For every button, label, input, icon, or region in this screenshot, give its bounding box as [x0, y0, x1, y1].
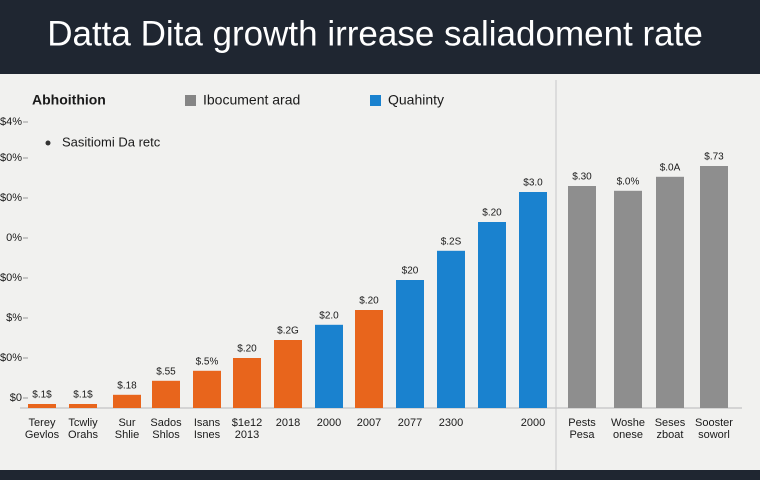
- title-bar: [0, 0, 760, 74]
- value-label: $3.0: [523, 178, 543, 189]
- value-label: $.73: [704, 152, 724, 163]
- y-tick-label: $0%: [0, 352, 22, 364]
- x-tick-label: $1e12 2013: [232, 417, 263, 441]
- x-tick-label: 2077: [398, 417, 422, 429]
- y-tick-label: $0: [10, 392, 22, 404]
- legend-swatch: [370, 95, 381, 106]
- value-label: $.1$: [73, 390, 93, 401]
- bar: [113, 394, 141, 408]
- value-label: $2.0: [319, 310, 339, 321]
- x-tick-label: 2000: [521, 417, 545, 429]
- x-tick-label: 2000: [317, 417, 341, 429]
- bar: [355, 310, 383, 408]
- legend-swatch: [185, 95, 196, 106]
- x-tick-label: Pests Pesa: [568, 417, 596, 441]
- x-tick-label: Tcwliy Orahs: [68, 417, 98, 441]
- bar: [478, 222, 506, 408]
- footer-bar: [0, 470, 760, 480]
- x-tick-label: Seses zboat: [655, 417, 686, 441]
- value-label: $.18: [117, 380, 137, 391]
- bar: [519, 192, 547, 408]
- value-label: $.2G: [277, 326, 299, 337]
- bar: [193, 370, 221, 408]
- legend-label: Quahinty: [388, 92, 444, 108]
- value-label: $.2S: [441, 236, 462, 247]
- value-label: $.0A: [660, 162, 681, 173]
- value-label: $20: [402, 266, 419, 277]
- annotation-bullet: [45, 140, 51, 146]
- x-tick-label: Isans Isnes: [194, 417, 221, 441]
- bar: [274, 340, 302, 408]
- bar: [28, 404, 56, 408]
- bar: [700, 166, 728, 408]
- legend-label: Abhoithion: [32, 92, 106, 108]
- x-tick-label: Woshe onese: [611, 417, 645, 441]
- y-tick-label: $%: [6, 312, 22, 324]
- bar: [656, 176, 684, 408]
- x-tick-label: 2018: [276, 417, 300, 429]
- value-label: $.5%: [196, 356, 219, 367]
- bar: [437, 250, 465, 408]
- legend-label: Ibocument arad: [203, 92, 300, 108]
- bar: [614, 190, 642, 408]
- y-tick-label: $0%: [0, 192, 22, 204]
- chart-title: Datta Dita growth irrease saliadoment ra…: [47, 14, 703, 53]
- value-label: $.20: [359, 296, 379, 307]
- value-label: $.0%: [617, 176, 640, 187]
- x-tick-label: Terey Gevlos: [25, 417, 60, 441]
- y-tick-label: $0%: [0, 152, 22, 164]
- y-tick-label: 0%: [6, 232, 22, 244]
- bar: [396, 280, 424, 408]
- x-tick-label: Sur Shlie: [115, 417, 139, 441]
- x-tick-label: 2007: [357, 417, 381, 429]
- x-tick-label: 2300: [439, 417, 463, 429]
- bar: [315, 324, 343, 408]
- value-label: $.20: [482, 208, 502, 219]
- x-tick-label: Sooster soworl: [695, 417, 733, 441]
- value-label: $.1$: [32, 390, 52, 401]
- bar: [152, 380, 180, 408]
- value-label: $.20: [237, 344, 257, 355]
- bar: [568, 186, 596, 408]
- y-tick-label: $4%: [0, 116, 22, 128]
- bar: [233, 358, 261, 408]
- value-label: $.30: [572, 172, 592, 183]
- value-label: $.55: [156, 366, 176, 377]
- bar: [69, 404, 97, 408]
- y-tick-label: $0%: [0, 272, 22, 284]
- annotation: Sasitiomi Da retc: [62, 134, 161, 149]
- x-tick-label: Sados Shlos: [150, 417, 182, 441]
